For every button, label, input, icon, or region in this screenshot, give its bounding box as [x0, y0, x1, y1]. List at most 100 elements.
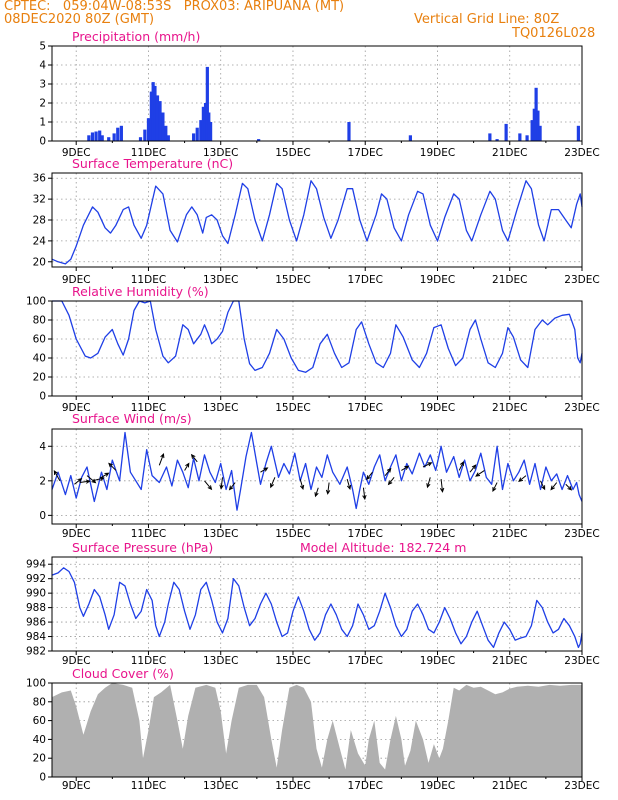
y-tick-label: 0	[39, 136, 46, 148]
wind-arrow	[228, 482, 236, 491]
wind-arrow	[325, 482, 331, 495]
y-tick-label: 0	[39, 391, 46, 403]
wind-arrow	[401, 465, 410, 471]
panel-temp: Surface Temperature (nC) 9DEC 11DEC 13DEC 15…	[33, 156, 600, 286]
panel-frame	[51, 45, 583, 142]
precip-bar	[408, 135, 412, 141]
rh-series-line	[52, 300, 583, 373]
wind-arrow	[79, 479, 91, 484]
y-tick-label: 982	[26, 646, 46, 658]
precip-bar	[257, 139, 261, 141]
wind-arrow	[190, 453, 198, 463]
x-tick-label: 17DEC	[348, 402, 383, 414]
precip-bar	[534, 87, 538, 141]
precip-bar	[112, 133, 116, 141]
wind-arrow	[92, 476, 105, 482]
y-tick-label: 988	[26, 602, 46, 614]
x-tick-label: 21DEC	[492, 780, 527, 792]
precip-bar	[100, 135, 104, 141]
precip-bar	[164, 125, 168, 141]
x-tick-label: 17DEC	[348, 528, 383, 540]
y-tick-label: 60	[33, 715, 46, 727]
precip-bar	[138, 137, 143, 141]
precip-bar	[143, 129, 147, 141]
x-tick-label: 15DEC	[275, 780, 310, 792]
precip-bar	[576, 125, 580, 141]
wind-arrow	[158, 452, 165, 466]
precip-bar	[116, 127, 120, 141]
x-tick-label: 19DEC	[420, 274, 455, 286]
precip-bar	[203, 103, 208, 141]
x-tick-label: 9DEC	[62, 780, 91, 792]
wind-arrow	[53, 470, 61, 482]
precip-bar	[195, 127, 199, 141]
model-id: TQ0126L028	[512, 26, 596, 41]
x-tick-label: 13DEC	[203, 655, 238, 667]
y-tick-label: 40	[33, 734, 46, 746]
x-tick-label: 23DEC	[564, 655, 599, 667]
x-tick-label: 15DEC	[275, 528, 310, 540]
panel-annotation: Model Altitude: 182.724 m	[300, 540, 466, 555]
cloud-area	[52, 683, 582, 777]
precip-bar	[158, 101, 162, 141]
wind-arrow	[492, 482, 498, 492]
y-tick-label: 60	[33, 334, 46, 346]
y-tick-label: 3	[39, 79, 46, 91]
x-tick-label: 13DEC	[203, 780, 238, 792]
precip-bar	[153, 85, 157, 141]
wind-arrow	[108, 462, 117, 471]
precip-bar	[90, 132, 95, 141]
y-tick-label: 20	[33, 256, 46, 268]
x-tick-label: 13DEC	[203, 274, 238, 286]
x-tick-label: 17DEC	[348, 274, 383, 286]
y-tick-label: 36	[33, 173, 47, 185]
wind-arrow	[439, 479, 445, 493]
panel-frame	[51, 428, 583, 525]
precip-bar	[536, 110, 540, 141]
x-tick-label: 11DEC	[131, 780, 166, 792]
temp-series-line	[51, 180, 583, 265]
wind-series-line	[51, 431, 583, 511]
y-tick-label: 20	[33, 753, 46, 765]
wind-arrow	[550, 482, 558, 491]
precip-bar	[495, 139, 499, 141]
x-tick-label: 9DEC	[62, 402, 91, 414]
precip-bar	[205, 66, 209, 141]
x-tick-label: 11DEC	[131, 655, 166, 667]
x-tick-label: 19DEC	[420, 655, 455, 667]
wind-arrow	[422, 462, 433, 468]
x-tick-label: 9DEC	[62, 147, 91, 159]
x-tick-label: 11DEC	[131, 528, 166, 540]
precip-bar	[199, 120, 203, 141]
wind-arrow	[299, 478, 305, 490]
x-tick-label: 15DEC	[275, 402, 310, 414]
y-tick-label: 100	[26, 678, 46, 690]
wind-arrow	[384, 467, 392, 476]
x-tick-label: 17DEC	[348, 655, 383, 667]
wind-arrow	[219, 477, 224, 490]
wind-arrow	[184, 462, 190, 471]
precip-bar	[155, 95, 160, 141]
panel-title: Surface Wind (m/s)	[72, 411, 192, 426]
precip-bar	[119, 125, 123, 141]
precip-bar	[538, 125, 542, 141]
wind-arrow	[475, 470, 485, 477]
precip-bar	[149, 91, 153, 141]
wind-arrow	[458, 461, 464, 471]
wind-arrow	[366, 471, 373, 481]
x-tick-label: 21DEC	[492, 274, 527, 286]
station-header: CPTEC: 059:04W-08:53S PROX03: ARIPUANA (…	[4, 0, 345, 14]
x-tick-label: 21DEC	[492, 528, 527, 540]
panel-frame	[51, 682, 583, 778]
y-tick-label: 0	[39, 510, 46, 522]
panel-pres: Surface Pressure (hPa) Model Altitude: 18…	[26, 540, 600, 667]
y-tick-label: 992	[26, 573, 46, 585]
precip-bar	[207, 112, 211, 141]
x-tick-label: 21DEC	[492, 655, 527, 667]
wind-arrow	[518, 475, 527, 482]
precip-bar	[166, 135, 170, 141]
panel-title: Relative Humidity (%)	[72, 284, 209, 299]
x-tick-label: 17DEC	[348, 780, 383, 792]
x-tick-label: 23DEC	[564, 402, 599, 414]
x-tick-label: 15DEC	[275, 655, 310, 667]
